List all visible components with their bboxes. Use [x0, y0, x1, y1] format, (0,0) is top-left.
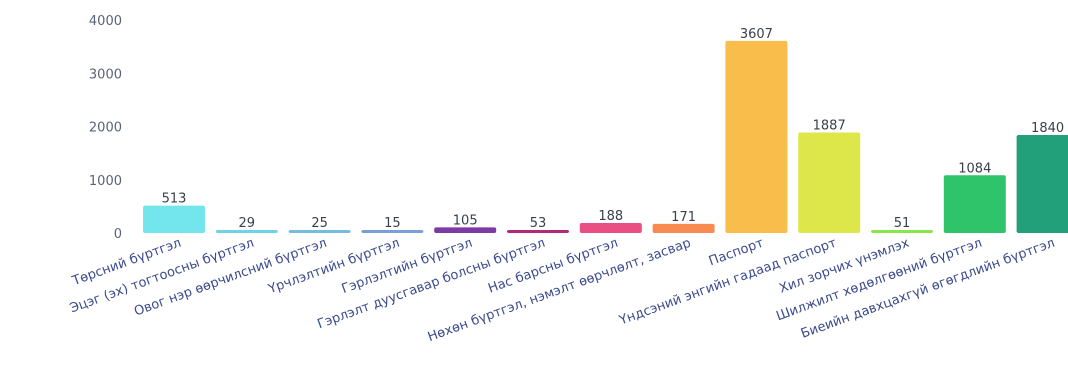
bar — [871, 230, 933, 233]
y-axis: 0 1000 2000 3000 4000 — [89, 14, 122, 242]
bar — [361, 230, 424, 233]
bar — [434, 227, 497, 233]
bar-value-label: 51 — [894, 216, 911, 231]
bar — [943, 175, 1006, 233]
x-tick-label: Үрчлэлтийн бүртгэл — [266, 236, 402, 298]
bar — [143, 205, 205, 233]
y-tick-label: 0 — [114, 227, 122, 242]
bar-value-label: 171 — [671, 210, 696, 225]
y-tick-label: 4000 — [89, 14, 122, 29]
bar — [652, 223, 715, 233]
bar — [507, 230, 569, 233]
value-labels-group: 513 29 25 15 105 53 188 171 3607 1887 51 1084 1840 — [162, 27, 1065, 231]
bar-value-label: 513 — [162, 192, 187, 207]
bar — [288, 230, 351, 233]
bar-value-label: 29 — [239, 216, 256, 231]
bar — [798, 132, 861, 233]
bar-value-label: 3607 — [740, 27, 773, 42]
bar-value-label: 188 — [598, 209, 623, 224]
bar — [579, 222, 642, 233]
bar — [725, 40, 788, 234]
bars-group — [143, 40, 1068, 234]
bar-value-label: 1887 — [813, 119, 846, 134]
bar-value-label: 105 — [453, 213, 478, 228]
bar-value-label: 25 — [311, 216, 328, 231]
bar-value-label: 1084 — [958, 161, 991, 176]
bar-value-label: 1840 — [1031, 121, 1064, 136]
bar — [215, 230, 278, 233]
y-tick-label: 1000 — [89, 174, 122, 189]
bar-value-label: 15 — [384, 216, 401, 231]
bar-value-label: 53 — [530, 216, 547, 231]
y-tick-label: 2000 — [89, 121, 122, 136]
y-tick-label: 3000 — [89, 67, 122, 82]
bar — [1016, 135, 1068, 233]
